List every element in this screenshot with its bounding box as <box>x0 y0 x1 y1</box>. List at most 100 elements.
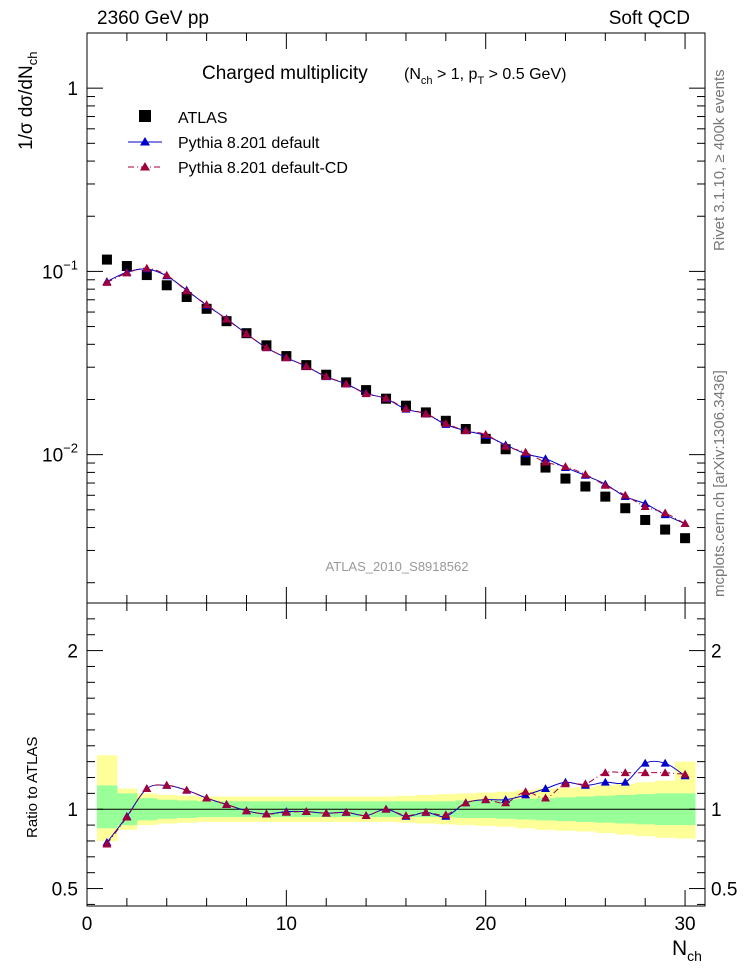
ratio-axes: 0.5 0.51 12 20 10 20 30 <box>52 602 737 935</box>
ratio-point-pythia-8-201-default-cd <box>580 779 590 788</box>
data-point-pythia-8-201-default-cd <box>361 389 371 398</box>
legend-marker-atlas <box>139 110 151 122</box>
ratio-point-pythia-8-201-default-cd <box>660 768 670 777</box>
data-point-pythia-8-201-default-cd <box>580 469 590 478</box>
main-axes: 110−110−2 <box>42 32 705 603</box>
main-y-tick-label: 1 <box>67 79 78 100</box>
data-point-pythia-8-201-default-cd <box>261 343 271 352</box>
x-tick-label: 0 <box>82 914 93 935</box>
data-point-atlas <box>580 481 591 492</box>
ratio-point-pythia-8-201-default-cd <box>281 807 291 816</box>
ratio-point-pythia-8-201-default-cd <box>600 768 610 777</box>
data-point-pythia-8-201-default-cd <box>381 393 391 402</box>
ratio-frame <box>86 602 706 907</box>
chart-title-cuts: (Nch > 1, pT > 0.5 GeV) <box>404 66 566 87</box>
data-point-pythia-8-201-default-cd <box>241 329 251 338</box>
cut-part-c: > 0.5 GeV) <box>484 66 566 83</box>
ratio-point-pythia-8-201-default <box>660 758 670 767</box>
legend-label-atlas: ATLAS <box>178 110 228 127</box>
cut-sub-b: T <box>477 75 484 87</box>
legend-label-pythia-default: Pythia 8.201 default <box>178 135 320 152</box>
data-point-pythia-8-201-default-cd <box>640 502 650 511</box>
legend-label-pythia-cd: Pythia 8.201 default-CD <box>178 160 348 177</box>
x-tick-label: 10 <box>276 914 297 935</box>
data-point-pythia-8-201-default-cd <box>122 268 132 277</box>
data-point-atlas <box>600 491 611 502</box>
data-point-pythia-8-201-default-cd <box>521 447 531 456</box>
ratio-point-pythia-8-201-default-cd <box>401 811 411 819</box>
data-point-pythia-8-201-default-cd <box>401 404 411 413</box>
data-point-pythia-8-201-default-cd <box>162 270 172 279</box>
ratio-point-pythia-8-201-default-cd <box>142 784 152 792</box>
data-point-atlas <box>520 455 531 466</box>
data-point-pythia-8-201-default-cd <box>281 353 291 362</box>
ratio-point-pythia-8-201-default-cd <box>620 768 630 777</box>
series-line-pythia-8-201-default-cd <box>106 267 686 525</box>
ratio-point-pythia-8-201-default-cd <box>261 809 271 818</box>
ratio-y-tick-label-right: 0.5 <box>711 880 737 901</box>
main-y-axis-label: 1/σ dσ/dNch <box>16 52 40 150</box>
data-point-pythia-8-201-default-cd <box>341 379 351 388</box>
main-y-tick-exp: −1 <box>63 257 78 272</box>
ratio-data-layer <box>96 755 696 848</box>
ratio-point-pythia-8-201-default-cd <box>361 811 371 819</box>
x-axis-label-sub: ch <box>687 948 702 964</box>
ratio-point-pythia-8-201-default-cd <box>680 769 690 778</box>
ratio-y-axis-label: Ratio to ATLAS <box>24 737 41 838</box>
data-point-pythia-8-201-default-cd <box>421 409 431 418</box>
data-point-pythia-8-201-default-cd <box>222 314 232 323</box>
data-point-atlas <box>560 473 571 484</box>
ratio-point-pythia-8-201-default-cd <box>560 779 570 788</box>
ratio-point-pythia-8-201-default-cd <box>321 808 331 817</box>
ratio-point-pythia-8-201-default-cd <box>301 807 311 815</box>
x-tick-label: 20 <box>475 914 496 935</box>
data-point-pythia-8-201-default-cd <box>102 277 112 286</box>
ratio-point-pythia-8-201-default-cd <box>441 810 451 819</box>
legend-marker-pythia-default <box>140 137 150 146</box>
main-panel: 110−110−2 Charged multiplicity (Nch > 1,… <box>16 32 706 604</box>
ratio-point-pythia-8-201-default-cd <box>541 793 551 802</box>
legend-marker-pythia-cd <box>140 162 150 171</box>
data-point-pythia-8-201-default-cd <box>680 519 690 528</box>
cut-part-a: (N <box>404 66 421 83</box>
cut-sub-a: ch <box>421 75 433 87</box>
main-y-tick-exp: −2 <box>63 441 78 456</box>
ratio-point-pythia-8-201-default <box>600 777 610 786</box>
ratio-point-pythia-8-201-default-cd <box>202 793 212 802</box>
main-data-layer <box>101 254 691 544</box>
ratio-y-tick-label-left: 2 <box>67 642 78 663</box>
data-point-pythia-8-201-default-cd <box>600 480 610 489</box>
data-point-pythia-8-201-default-cd <box>202 300 212 308</box>
ratio-panel: 0.5 0.51 12 20 10 20 30 Ratio to ATLAS Nch <box>24 602 737 964</box>
data-point-pythia-8-201-default-cd <box>660 508 670 517</box>
data-point-atlas <box>161 280 172 291</box>
ratio-point-pythia-8-201-default-cd <box>241 806 251 815</box>
data-point-pythia-8-201-default-cd <box>461 426 471 435</box>
x-axis-label-text: N <box>672 937 687 960</box>
main-y-tick-base: 1 <box>67 79 78 100</box>
data-point-pythia-8-201-default-cd <box>501 441 511 450</box>
x-tick-label: 30 <box>674 914 695 935</box>
data-point-atlas <box>640 514 651 525</box>
ratio-y-tick-label-right: 1 <box>711 800 722 821</box>
data-point-atlas <box>620 503 631 514</box>
data-point-pythia-8-201-default-cd <box>182 286 192 295</box>
data-point-atlas <box>540 462 551 473</box>
data-point-atlas <box>201 303 212 314</box>
ratio-point-pythia-8-201-default <box>541 784 551 792</box>
data-point-atlas <box>680 533 691 544</box>
main-y-axis-label-sub: ch <box>25 52 40 66</box>
data-point-atlas <box>660 524 671 535</box>
x-axis-label: Nch <box>672 937 702 964</box>
mcplots-reference-label: mcplots.cern.ch [arXiv:1306.3436] <box>711 370 728 597</box>
ratio-point-pythia-8-201-default-cd <box>222 799 232 808</box>
data-point-atlas <box>141 270 152 281</box>
chart-title: Charged multiplicity <box>202 63 368 84</box>
main-y-tick-base: 10 <box>42 262 63 283</box>
ratio-point-pythia-8-201-default-cd <box>162 780 172 789</box>
ratio-point-pythia-8-201-default-cd <box>421 807 431 816</box>
ratio-point-pythia-8-201-default-cd <box>122 812 132 821</box>
series-line-pythia-8-201-default <box>106 268 686 525</box>
data-point-pythia-8-201-default-cd <box>481 429 491 438</box>
